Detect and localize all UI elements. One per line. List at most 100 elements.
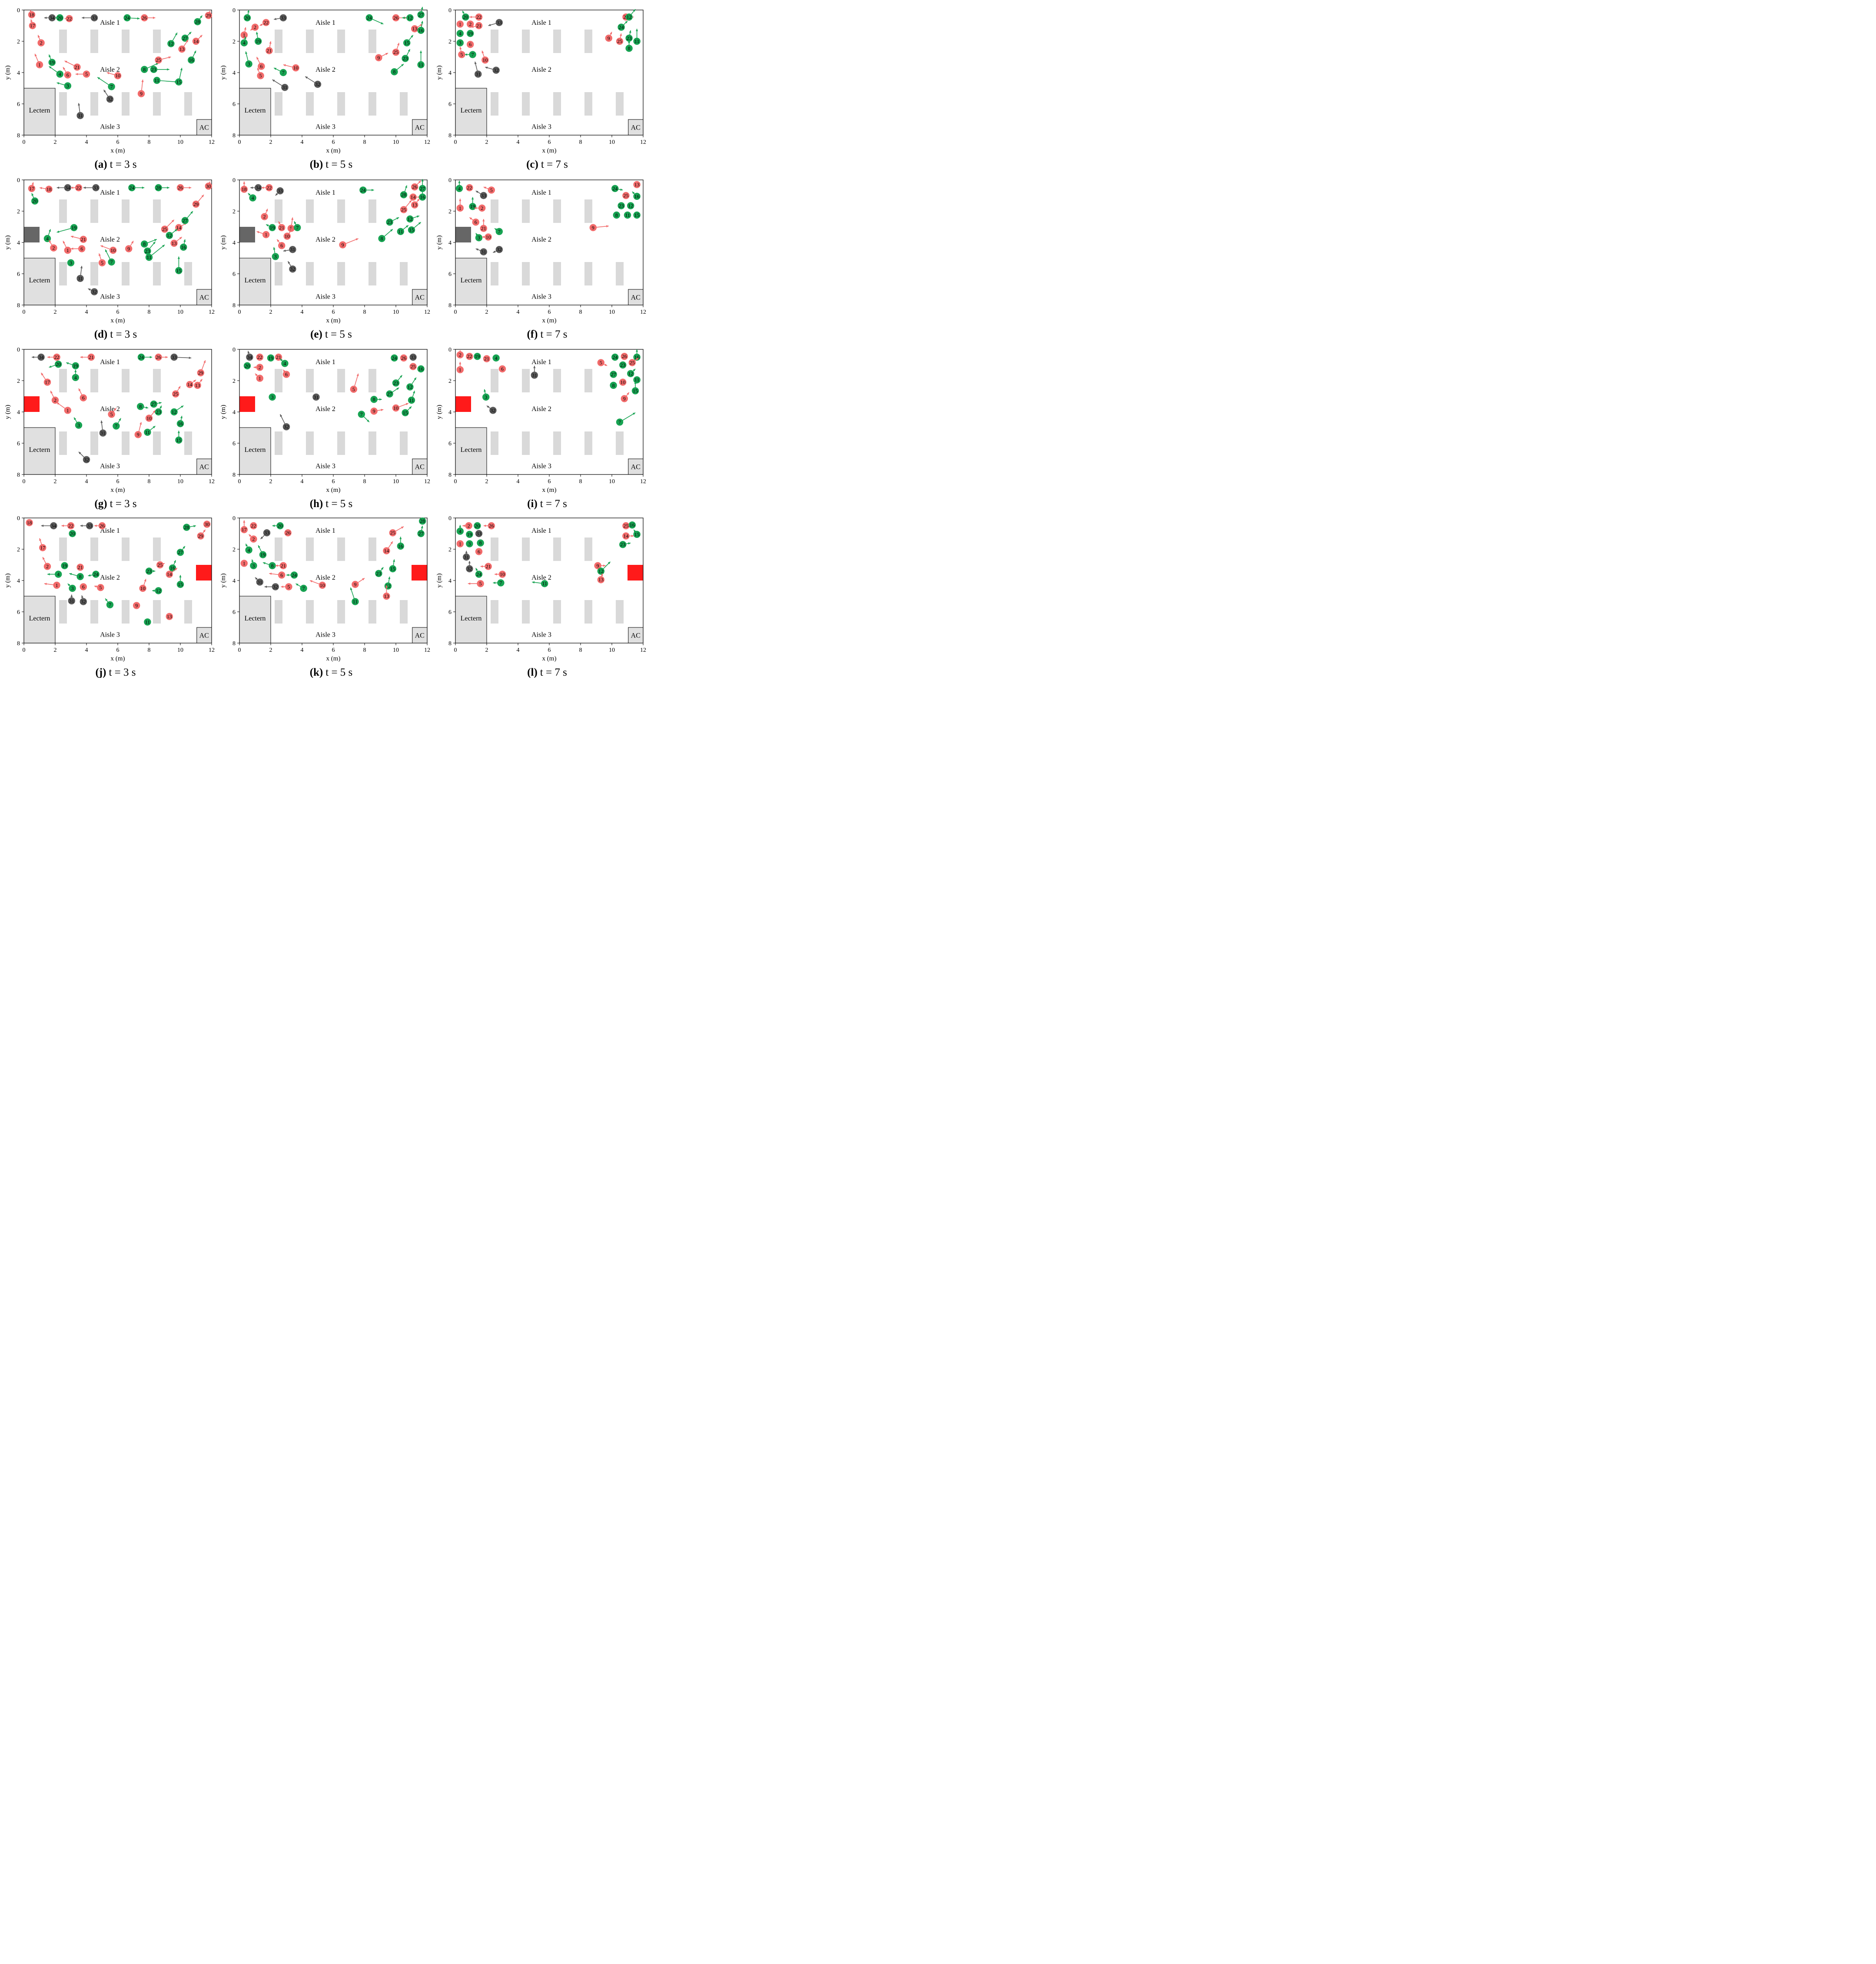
arrow-head xyxy=(71,247,73,250)
aisle-2-label: Aisle 2 xyxy=(315,236,335,243)
arrow-head xyxy=(459,46,462,50)
agent-31: 31 xyxy=(283,246,296,253)
agent-marker xyxy=(113,422,120,430)
arrow-head xyxy=(56,186,60,189)
agent-22: 22 xyxy=(61,522,75,530)
agent-marker xyxy=(83,456,90,464)
arrow-head xyxy=(246,544,248,547)
arrow-head xyxy=(411,35,413,38)
agent-marker xyxy=(456,39,464,46)
arrow-head xyxy=(606,225,609,228)
agent-27: 27 xyxy=(176,546,186,556)
arrow-head xyxy=(131,241,133,244)
agent-19: 19 xyxy=(56,224,78,233)
agent-id-label: 3 xyxy=(274,253,277,259)
agent-marker xyxy=(69,584,76,592)
agent-marker xyxy=(114,72,122,80)
agent-id-label: 28 xyxy=(420,518,425,524)
agent-id-label: 24 xyxy=(360,187,365,193)
agent-id-label: 10 xyxy=(115,73,120,79)
agent-marker xyxy=(495,19,503,26)
x-tick-label: 8 xyxy=(579,478,582,485)
agent-19: 19 xyxy=(467,30,474,37)
x-tick-label: 12 xyxy=(640,478,646,485)
agent-2: 2 xyxy=(48,240,57,252)
x-tick-label: 2 xyxy=(54,309,57,315)
y-tick-label: 6 xyxy=(448,271,452,278)
agent-marker xyxy=(176,549,184,556)
arrow-head xyxy=(49,54,51,57)
agent-34: 34 xyxy=(250,184,262,192)
agent-marker xyxy=(80,583,87,591)
desk xyxy=(553,537,561,561)
agent-32: 32 xyxy=(279,414,290,431)
agent-id-label: 8 xyxy=(143,241,146,247)
x-axis-label: x (m) xyxy=(542,655,557,662)
aisle-1-label: Aisle 1 xyxy=(531,358,551,366)
agent-marker xyxy=(51,396,59,404)
arrow-head xyxy=(401,526,404,529)
arrow-head xyxy=(475,191,478,193)
agent-12: 12 xyxy=(167,32,178,47)
agent-marker xyxy=(350,385,357,393)
y-tick-label: 8 xyxy=(448,640,452,647)
agent-marker xyxy=(272,583,279,591)
arrow-head xyxy=(34,53,37,56)
x-tick-label: 12 xyxy=(640,139,646,146)
agent-19: 19 xyxy=(267,354,275,362)
agent-5: 5 xyxy=(108,408,117,418)
source-block xyxy=(24,396,40,412)
arrow-head xyxy=(475,233,478,236)
panel-caption: (g) t = 3 s xyxy=(94,498,136,510)
agent-27: 27 xyxy=(419,179,426,192)
x-tick-label: 10 xyxy=(609,309,615,315)
ac-unit xyxy=(628,119,644,136)
agent-14: 14 xyxy=(622,532,634,540)
x-tick-label: 0 xyxy=(454,478,457,485)
y-tick-label: 6 xyxy=(448,101,452,108)
agent-marker xyxy=(475,571,483,578)
agent-id-label: 1 xyxy=(243,560,246,566)
arrow-head xyxy=(381,567,384,570)
agent-id-label: 29 xyxy=(206,13,211,19)
agent-13: 13 xyxy=(411,198,420,209)
ac-label: AC xyxy=(199,632,209,639)
arrow-head xyxy=(283,369,286,372)
arrow-head xyxy=(635,349,638,352)
agent-id-label: 13 xyxy=(598,577,604,583)
panel-time: t = 7 s xyxy=(540,498,567,510)
arrow-head xyxy=(625,21,628,23)
lectern-label: Lectern xyxy=(461,615,482,622)
agent-7: 7 xyxy=(296,583,307,592)
arrow-head xyxy=(257,68,259,71)
agent-id-label: 16 xyxy=(634,354,640,360)
agent-marker xyxy=(246,353,253,361)
agent-marker xyxy=(258,63,265,70)
agent-id-label: 6 xyxy=(80,246,83,252)
agent-10: 10 xyxy=(100,245,117,254)
agent-marker xyxy=(365,14,373,22)
agent-id-label: 14 xyxy=(623,533,628,539)
lectern-label: Lectern xyxy=(461,277,482,284)
agent-marker xyxy=(278,242,286,249)
desk xyxy=(491,262,498,285)
agent-31: 31 xyxy=(68,594,75,605)
agent-marker xyxy=(67,259,75,266)
x-tick-label: 2 xyxy=(269,139,272,146)
agent-id-label: 14 xyxy=(187,382,193,388)
agent-id-label: 10 xyxy=(146,415,152,421)
agent-21: 21 xyxy=(275,562,287,570)
agent-id-label: 34 xyxy=(256,185,261,191)
arrow-head xyxy=(421,526,423,528)
agent-marker xyxy=(178,45,186,53)
desk xyxy=(306,92,314,116)
arrow-head xyxy=(255,373,258,376)
agent-id-label: 23 xyxy=(619,202,624,209)
agent-marker xyxy=(480,225,488,232)
agent-marker xyxy=(108,411,115,418)
agent-id-label: 11 xyxy=(353,599,358,605)
agent-id-label: 10 xyxy=(620,379,625,385)
aisle-2-label: Aisle 2 xyxy=(531,405,551,413)
agent-marker xyxy=(55,361,62,368)
